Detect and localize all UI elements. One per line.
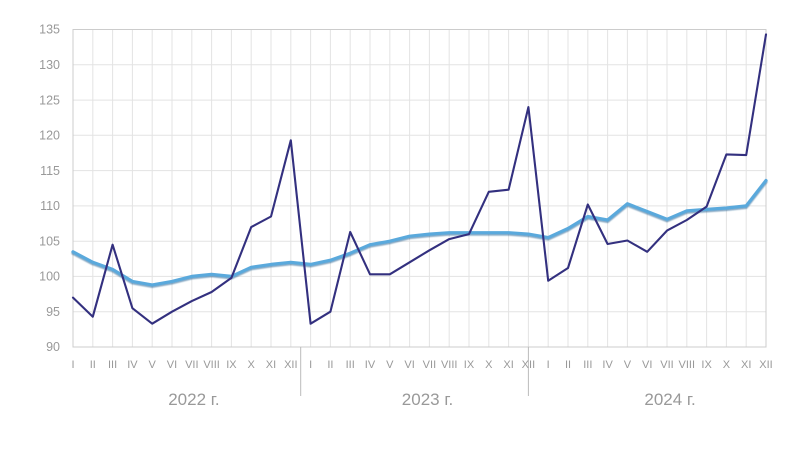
svg-text:90: 90 [46, 340, 60, 354]
svg-text:VII: VII [660, 359, 673, 371]
svg-text:II: II [565, 359, 571, 371]
svg-text:100: 100 [39, 270, 60, 284]
svg-text:120: 120 [39, 129, 60, 143]
svg-text:III: III [108, 359, 117, 371]
svg-text:III: III [346, 359, 355, 371]
svg-text:V: V [149, 359, 157, 371]
svg-text:XII: XII [284, 359, 297, 371]
svg-text:IX: IX [226, 359, 237, 371]
svg-text:X: X [723, 359, 731, 371]
svg-text:VIII: VIII [679, 359, 696, 371]
svg-text:VII: VII [185, 359, 198, 371]
svg-text:IV: IV [127, 359, 138, 371]
svg-text:VI: VI [642, 359, 652, 371]
svg-text:V: V [624, 359, 632, 371]
svg-text:IV: IV [602, 359, 613, 371]
svg-text:115: 115 [40, 164, 60, 178]
svg-text:IV: IV [365, 359, 376, 371]
svg-text:130: 130 [39, 58, 60, 72]
svg-text:VII: VII [423, 359, 436, 371]
svg-text:XI: XI [741, 359, 751, 371]
svg-text:135: 135 [39, 23, 60, 37]
svg-text:IX: IX [701, 359, 712, 371]
svg-text:XII: XII [522, 359, 535, 371]
svg-text:X: X [485, 359, 493, 371]
svg-text:X: X [248, 359, 256, 371]
svg-text:IX: IX [464, 359, 475, 371]
svg-text:2023 г.: 2023 г. [402, 390, 453, 409]
svg-text:VI: VI [167, 359, 177, 371]
svg-text:95: 95 [46, 305, 60, 319]
svg-text:125: 125 [39, 93, 60, 107]
svg-text:I: I [71, 359, 74, 371]
svg-text:110: 110 [40, 199, 60, 213]
svg-text:2024 г.: 2024 г. [644, 390, 695, 409]
svg-text:XI: XI [266, 359, 276, 371]
svg-text:II: II [327, 359, 333, 371]
svg-text:III: III [583, 359, 592, 371]
svg-text:XI: XI [503, 359, 513, 371]
svg-text:I: I [309, 359, 312, 371]
svg-text:VI: VI [404, 359, 414, 371]
svg-text:XII: XII [759, 359, 772, 371]
svg-text:V: V [386, 359, 394, 371]
svg-text:VIII: VIII [441, 359, 458, 371]
svg-text:VIII: VIII [203, 359, 220, 371]
svg-text:105: 105 [39, 234, 60, 248]
svg-text:I: I [547, 359, 550, 371]
svg-text:2022 г.: 2022 г. [168, 390, 219, 409]
svg-text:II: II [90, 359, 96, 371]
